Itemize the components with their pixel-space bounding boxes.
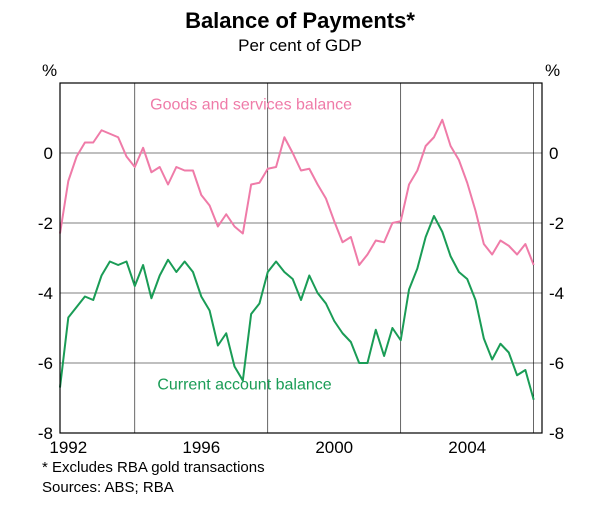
series-label: Current account balance [157, 376, 331, 393]
svg-text:0: 0 [549, 144, 558, 163]
chart-container: Balance of Payments* Per cent of GDP % %… [0, 0, 600, 507]
svg-text:1996: 1996 [182, 438, 220, 457]
footnote-text: * Excludes RBA gold transactions [42, 459, 265, 476]
svg-text:-6: -6 [38, 354, 53, 373]
svg-text:-4: -4 [38, 284, 53, 303]
svg-text:-2: -2 [549, 214, 564, 233]
svg-text:2004: 2004 [448, 438, 486, 457]
svg-text:1992: 1992 [49, 438, 87, 457]
series-label: Goods and services balance [150, 96, 352, 113]
svg-text:-2: -2 [38, 214, 53, 233]
svg-text:0: 0 [44, 144, 53, 163]
svg-text:-6: -6 [549, 354, 564, 373]
svg-text:2000: 2000 [315, 438, 353, 457]
plot-area: -8-8-6-6-4-4-2-2001992199620002004Goods … [0, 0, 600, 507]
svg-text:-8: -8 [549, 424, 564, 443]
sources-text: Sources: ABS; RBA [42, 479, 174, 496]
svg-text:-4: -4 [549, 284, 564, 303]
